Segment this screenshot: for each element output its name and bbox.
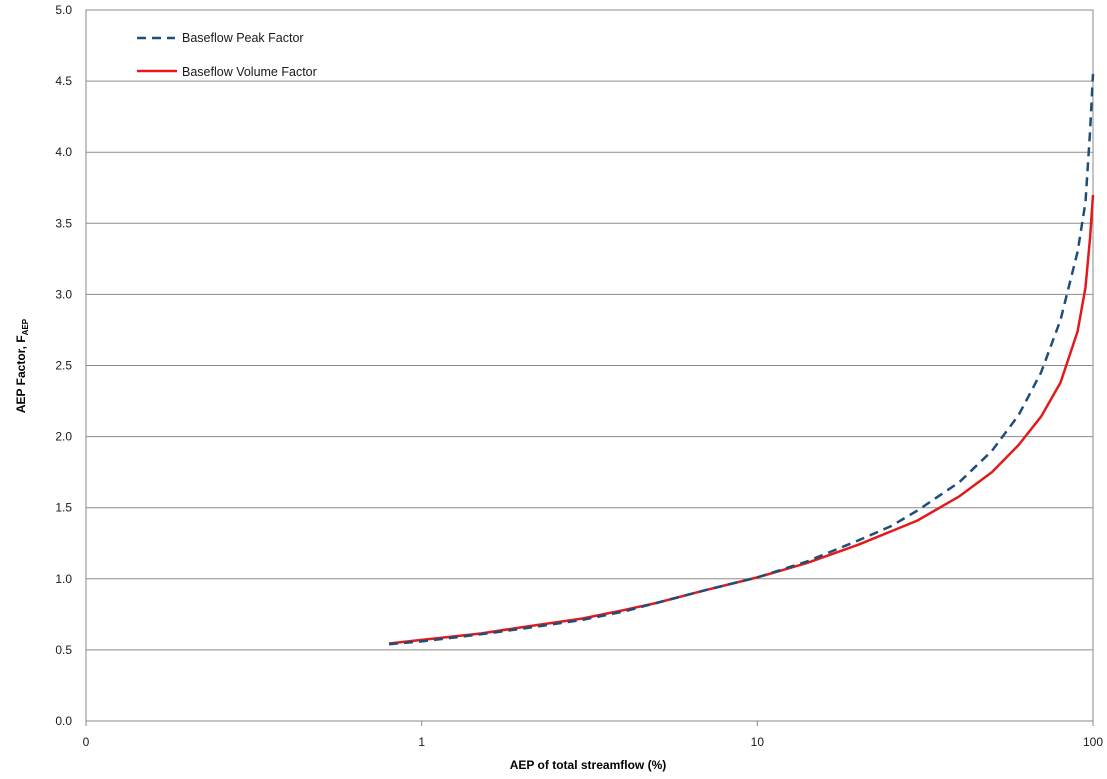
y-tick-label: 1.5 <box>55 501 72 515</box>
y-axis-title-main: AEP Factor, F <box>14 335 28 413</box>
y-tick-label: 0.5 <box>55 643 72 657</box>
x-axis-title: AEP of total streamflow (%) <box>510 758 666 772</box>
x-tick-label: 0 <box>83 735 90 749</box>
series-line-peak-factor <box>388 73 1095 646</box>
y-tick-label: 4.5 <box>55 74 72 88</box>
x-tick-label: 10 <box>751 735 765 749</box>
y-tick-labels: 0.0 0.5 1.0 1.5 2.0 2.5 3.0 3.5 4.0 4.5 5.0 <box>55 3 72 728</box>
y-tick-label: 2.0 <box>55 430 72 444</box>
series-line-volume-factor <box>388 194 1095 645</box>
plot-area: 0 1 10 100 0.0 0.5 1.0 1.5 2.0 2.5 3.0 3.5 4.0 4.5 5.… <box>55 3 1103 749</box>
y-tick-label: 3.5 <box>55 216 72 230</box>
y-axis-title: AEP Factor, FAEP <box>14 318 30 413</box>
legend-label-peak: Baseflow Peak Factor <box>182 31 304 45</box>
series-lines <box>388 73 1095 646</box>
y-tick-label: 4.0 <box>55 145 72 159</box>
x-tick-label: 100 <box>1083 735 1103 749</box>
y-axis-title-subscript: AEP <box>21 318 30 335</box>
y-tick-label: 5.0 <box>55 3 72 17</box>
gridlines <box>86 80 1093 651</box>
y-tick-label: 2.5 <box>55 359 72 373</box>
legend: Baseflow Peak Factor Baseflow Volume Fac… <box>137 31 317 79</box>
legend-label-volume: Baseflow Volume Factor <box>182 65 317 79</box>
x-tick-labels: 0 1 10 100 <box>83 721 1103 749</box>
y-tick-label: 1.0 <box>55 572 72 586</box>
x-tick-label: 1 <box>418 735 425 749</box>
y-tick-label: 3.0 <box>55 287 72 301</box>
y-tick-label: 0.0 <box>55 714 72 728</box>
